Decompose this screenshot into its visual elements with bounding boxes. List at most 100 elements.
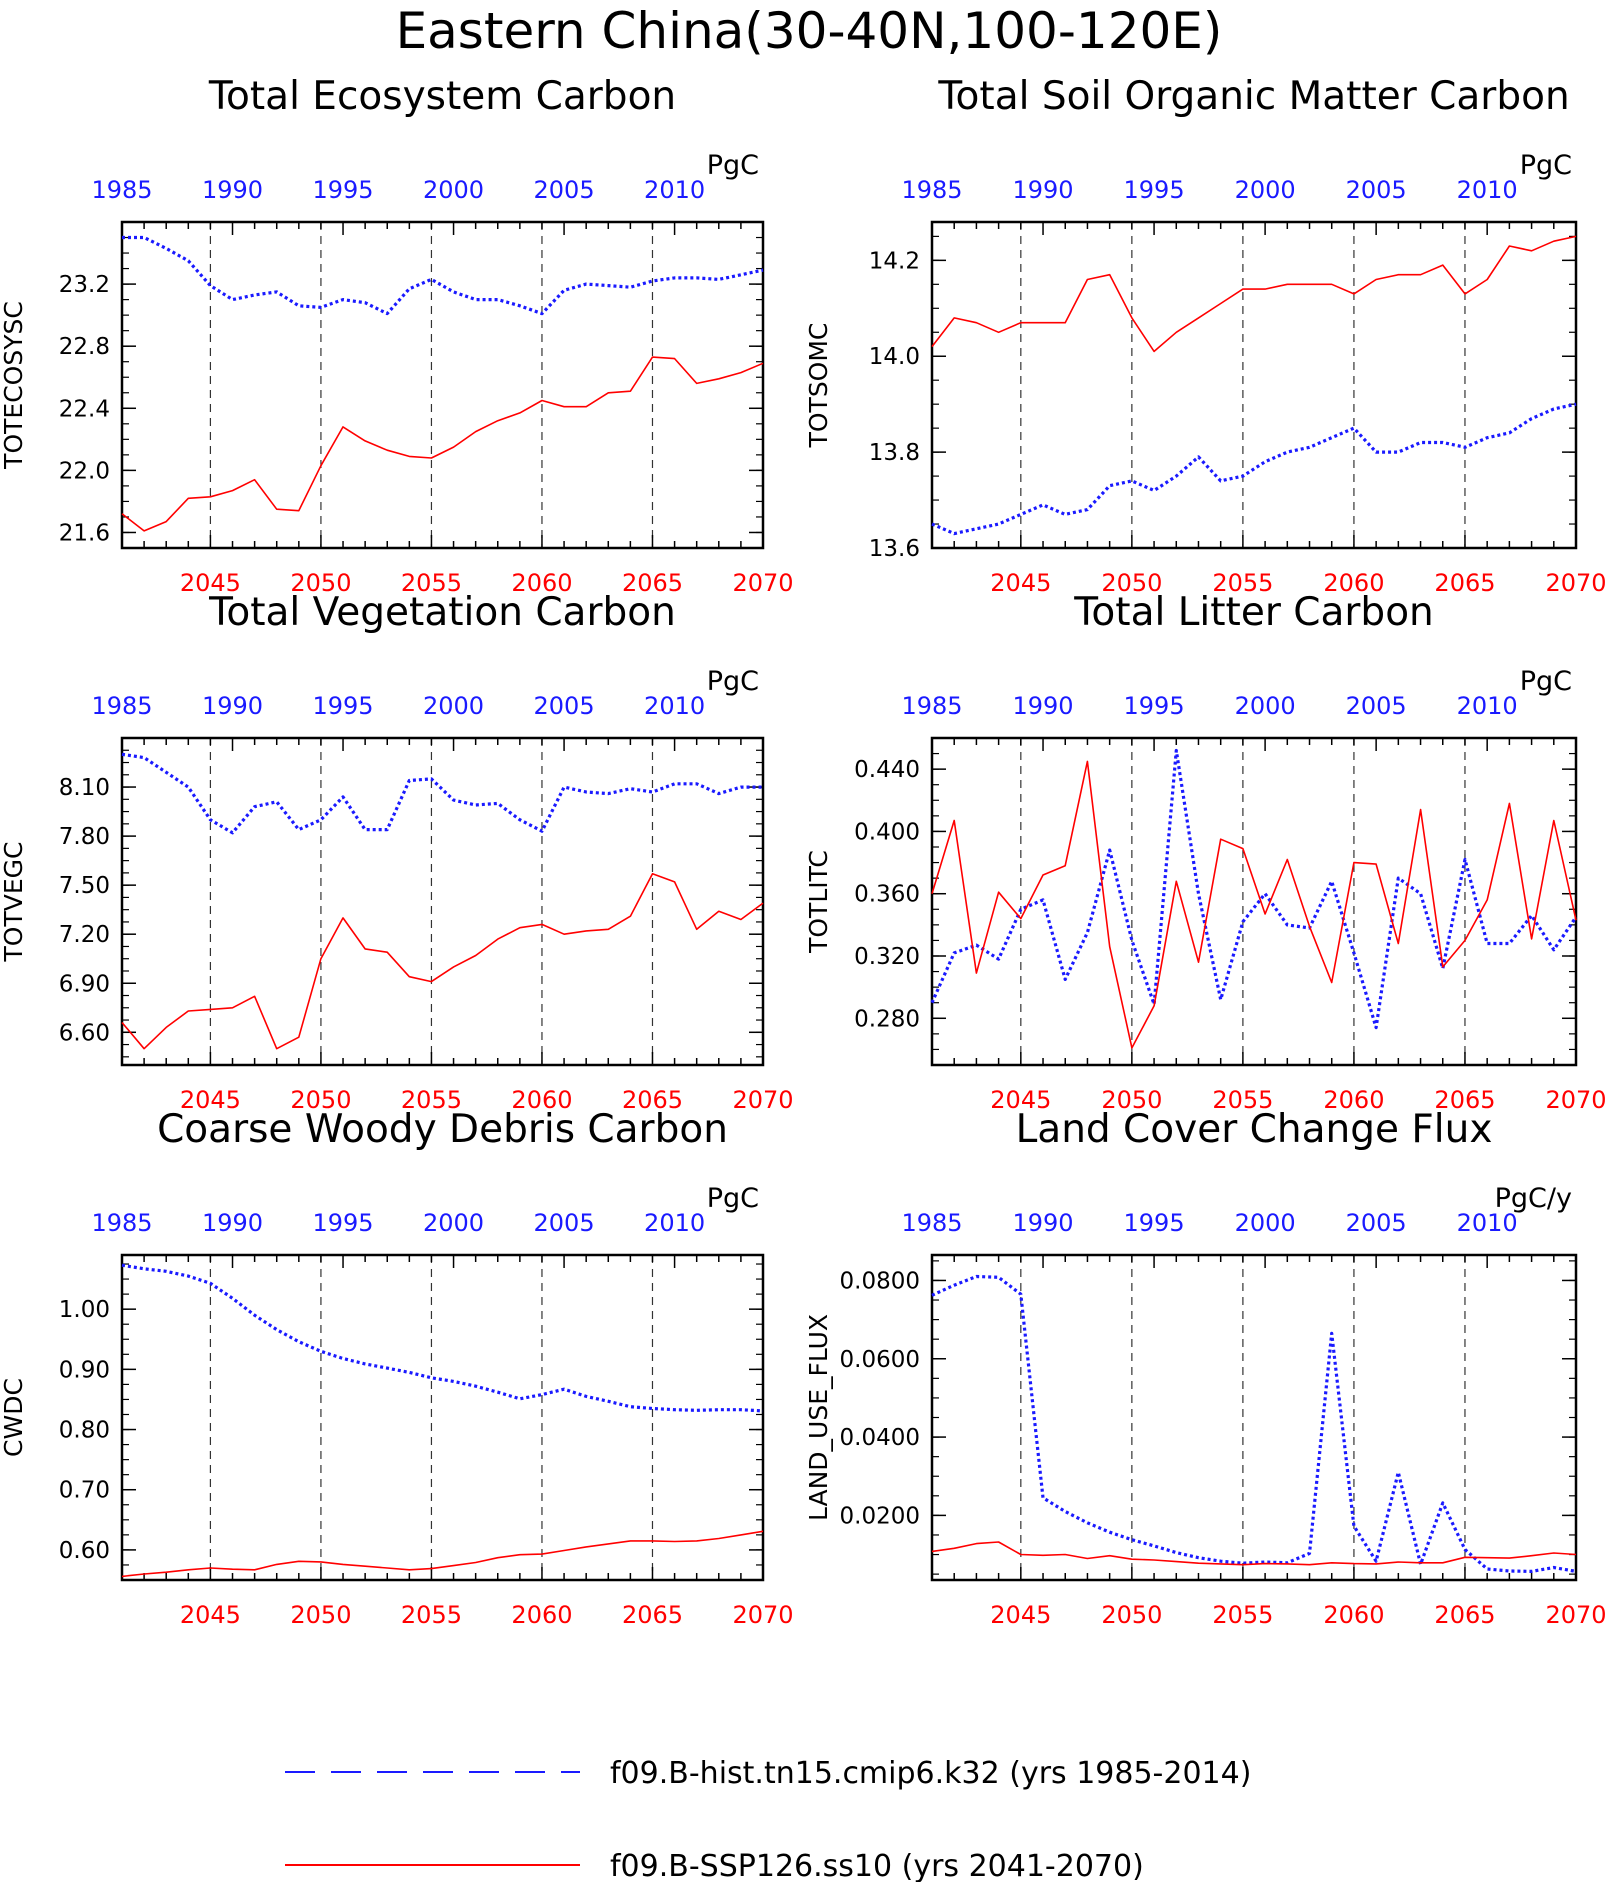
y-axis-label: CWDC <box>0 1378 28 1457</box>
y-tick-label: 22.4 <box>59 396 110 422</box>
bottom-tick-label: 2065 <box>1434 569 1495 597</box>
y-tick-label: 0.440 <box>854 757 920 783</box>
y-tick-label: 0.0200 <box>840 1503 920 1529</box>
y-tick-label: 23.2 <box>59 272 110 298</box>
bottom-tick-label: 2070 <box>1545 1086 1606 1114</box>
series-line-ssp <box>931 760 1577 1049</box>
top-tick-label: 1985 <box>901 176 962 204</box>
bottom-tick-label: 2050 <box>1101 569 1162 597</box>
plot-frame <box>120 736 765 1067</box>
panel-title: Total Ecosystem Carbon <box>208 74 676 119</box>
y-tick-label: 6.60 <box>59 1020 110 1046</box>
top-tick-label: 1985 <box>91 1209 152 1237</box>
bottom-tick-label: 2065 <box>622 1086 683 1114</box>
y-tick-label: 1.00 <box>59 1297 110 1323</box>
series-line-ssp <box>931 1541 1577 1566</box>
y-tick-label: 0.0400 <box>840 1425 920 1451</box>
top-tick-label: 1990 <box>1012 176 1073 204</box>
panel-title: Total Soil Organic Matter Carbon <box>937 74 1569 119</box>
units-label: PgC <box>707 666 759 697</box>
bottom-tick-label: 2060 <box>511 1601 572 1629</box>
legend: f09.B-hist.tn15.cmip6.k32 (yrs 1985-2014… <box>285 1756 1251 1882</box>
top-tick-label: 2000 <box>423 176 484 204</box>
bottom-tick-label: 2060 <box>511 569 572 597</box>
panel-title: Total Vegetation Carbon <box>208 590 676 635</box>
units-label: PgC/y <box>1495 1183 1572 1214</box>
bottom-tick-label: 2050 <box>290 1601 351 1629</box>
top-tick-label: 2000 <box>1235 692 1296 720</box>
bottom-tick-label: 2055 <box>1212 1086 1273 1114</box>
top-tick-label: 2000 <box>423 692 484 720</box>
series-line-hist <box>122 235 764 316</box>
bottom-tick-label: 2065 <box>1434 1086 1495 1114</box>
figure-title: Eastern China(30-40N,100-120E) <box>396 2 1223 60</box>
top-tick-label: 2010 <box>1457 692 1518 720</box>
units-label: PgC <box>1520 666 1572 697</box>
legend-label-hist: f09.B-hist.tn15.cmip6.k32 (yrs 1985-2014… <box>610 1756 1251 1791</box>
y-tick-label: 0.60 <box>59 1538 110 1564</box>
bottom-tick-label: 2045 <box>180 569 241 597</box>
y-tick-label: 0.400 <box>854 819 920 845</box>
y-tick-label: 14.2 <box>869 248 920 274</box>
plot-frame <box>930 1253 1578 1582</box>
top-tick-label: 2000 <box>1235 176 1296 204</box>
panel-title: Coarse Woody Debris Carbon <box>157 1107 728 1152</box>
top-tick-label: 2005 <box>534 176 595 204</box>
top-tick-label: 1990 <box>202 176 263 204</box>
bottom-tick-label: 2060 <box>1323 1601 1384 1629</box>
y-tick-label: 13.8 <box>869 440 920 466</box>
bottom-tick-label: 2045 <box>990 1086 1051 1114</box>
plot-frame <box>930 220 1578 550</box>
y-tick-label: 0.0800 <box>840 1268 920 1294</box>
top-tick-label: 2005 <box>534 1209 595 1237</box>
bottom-tick-label: 2045 <box>180 1086 241 1114</box>
plot-frame <box>930 736 1578 1067</box>
series-line-ssp <box>121 872 764 1050</box>
top-tick-label: 1990 <box>1012 1209 1073 1237</box>
top-tick-label: 2000 <box>1235 1209 1296 1237</box>
bottom-tick-label: 2060 <box>511 1086 572 1114</box>
top-tick-label: 1990 <box>202 1209 263 1237</box>
y-tick-label: 22.8 <box>59 334 110 360</box>
top-tick-label: 2010 <box>1457 1209 1518 1237</box>
top-tick-label: 2005 <box>1346 692 1407 720</box>
top-tick-label: 1985 <box>901 1209 962 1237</box>
top-tick-label: 2005 <box>534 692 595 720</box>
series-line-ssp <box>121 356 764 532</box>
top-tick-label: 1990 <box>1012 692 1073 720</box>
top-tick-label: 2010 <box>644 176 705 204</box>
bottom-tick-label: 2065 <box>1434 1601 1495 1629</box>
bottom-tick-label: 2055 <box>1212 569 1273 597</box>
bottom-tick-label: 2070 <box>732 569 793 597</box>
top-tick-label: 1995 <box>312 176 373 204</box>
top-tick-label: 1995 <box>312 1209 373 1237</box>
top-tick-label: 2010 <box>644 692 705 720</box>
top-tick-label: 1995 <box>1124 176 1185 204</box>
panel-2: Total Soil Organic Matter Carbon PgC 1985 1… <box>804 74 1607 597</box>
panel-title: Total Litter Carbon <box>1073 590 1434 635</box>
y-axis-label: LAND_USE_FLUX <box>804 1314 833 1521</box>
y-tick-label: 7.80 <box>59 824 110 850</box>
panel-4: Total Litter Carbon PgC 1985 1990 1995 2000 20… <box>804 590 1607 1114</box>
y-tick-label: 7.20 <box>59 922 110 948</box>
bottom-tick-label: 2055 <box>401 569 462 597</box>
y-tick-label: 14.0 <box>869 344 920 370</box>
top-tick-label: 1985 <box>91 176 152 204</box>
bottom-tick-label: 2065 <box>622 569 683 597</box>
y-tick-label: 0.0600 <box>840 1347 920 1373</box>
bottom-tick-label: 2070 <box>1545 569 1606 597</box>
series-line-hist <box>121 752 763 835</box>
y-tick-label: 13.6 <box>869 536 920 562</box>
bottom-tick-label: 2045 <box>990 569 1051 597</box>
top-tick-label: 1985 <box>91 692 152 720</box>
y-axis-label: TOTECOSYSC <box>0 301 28 470</box>
top-tick-label: 1990 <box>202 692 263 720</box>
units-label: PgC <box>707 150 759 181</box>
y-tick-label: 0.90 <box>59 1357 110 1383</box>
y-tick-label: 0.280 <box>854 1006 920 1032</box>
bottom-tick-label: 2065 <box>622 1601 683 1629</box>
series-line-hist <box>930 748 1578 1030</box>
bottom-tick-label: 2070 <box>1545 1601 1606 1629</box>
